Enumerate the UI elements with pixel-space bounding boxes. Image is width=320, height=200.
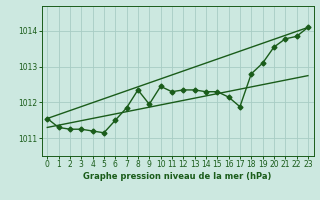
- X-axis label: Graphe pression niveau de la mer (hPa): Graphe pression niveau de la mer (hPa): [84, 172, 272, 181]
